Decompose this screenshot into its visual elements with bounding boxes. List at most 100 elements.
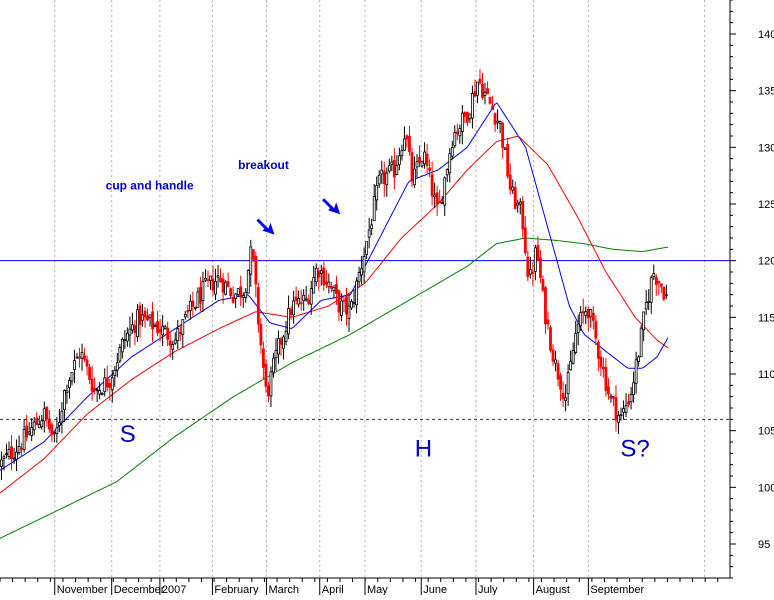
candle-body-184 [463, 112, 467, 117]
candle-body-43 [108, 383, 112, 388]
candle-body-179 [450, 147, 454, 157]
candle-body-76 [191, 300, 195, 307]
candle-body-112 [282, 336, 285, 349]
candle-body-81 [204, 277, 207, 281]
candle-body-38 [95, 389, 99, 392]
candle-body-107 [269, 371, 273, 397]
candle-body-219 [551, 349, 555, 362]
candle-body-120 [302, 294, 306, 302]
annotation-4: S? [620, 436, 649, 463]
x-month-label-10: September [590, 584, 644, 595]
candle-body-50 [125, 332, 129, 342]
candle-body-195 [491, 105, 494, 111]
candle-body-133 [335, 284, 338, 294]
candle-body-216 [544, 287, 547, 325]
candle-body-87 [219, 277, 222, 283]
candle-body-52 [131, 324, 134, 331]
candle-body-73 [183, 313, 187, 318]
candle-body-64 [161, 325, 165, 336]
candle-body-42 [105, 377, 109, 388]
candle-body-172 [433, 194, 437, 198]
candle-body-88 [221, 278, 225, 293]
candle-body-147 [370, 224, 374, 229]
candle-body-126 [317, 271, 321, 278]
candle-body-105 [264, 363, 268, 387]
candle-body-241 [607, 386, 610, 395]
candle-body-180 [453, 132, 457, 147]
candle-body-109 [274, 350, 278, 359]
candle-body-236 [594, 321, 598, 339]
candle-body-59 [148, 314, 152, 319]
candle-body-227 [571, 350, 575, 364]
candle-body-165 [415, 161, 419, 168]
candle-body-127 [319, 270, 323, 274]
candle-body-114 [287, 308, 290, 335]
candle-body-162 [408, 136, 411, 152]
candle-body-240 [604, 366, 608, 391]
candle-body-124 [312, 277, 316, 294]
candle-body-82 [206, 279, 210, 282]
candle-body-17 [42, 408, 46, 422]
candle-body-86 [216, 275, 220, 278]
candle-body-103 [259, 324, 263, 346]
candle-body-231 [581, 311, 585, 314]
candle-body-174 [438, 201, 442, 204]
candle-body-15 [37, 424, 41, 429]
candle-body-44 [110, 377, 114, 390]
x-month-label-8: July [478, 584, 498, 595]
candle-body-18 [45, 406, 49, 420]
candle-body-55 [138, 305, 142, 326]
candle-body-21 [52, 432, 56, 435]
candle-body-168 [423, 151, 426, 165]
x-month-label-9: August [536, 584, 570, 595]
y-tick-label-120: 120 [758, 256, 774, 268]
candle-body-204 [513, 187, 517, 210]
candle-body-23 [57, 422, 61, 426]
candle-body-221 [556, 363, 560, 380]
candle-body-130 [327, 281, 331, 288]
candle-body-209 [526, 256, 530, 278]
candle-body-250 [629, 394, 633, 403]
candle-body-34 [85, 359, 89, 367]
candle-body-49 [123, 339, 127, 341]
candle-body-197 [496, 120, 500, 123]
candle-body-20 [50, 424, 54, 436]
y-tick-label-140: 140 [758, 29, 774, 41]
candle-body-187 [471, 93, 474, 119]
candle-body-101 [254, 256, 258, 285]
candle-body-237 [596, 341, 600, 359]
candle-body-100 [251, 249, 255, 260]
candle-body-31 [78, 356, 81, 359]
candle-body-89 [224, 281, 228, 295]
candle-body-183 [460, 112, 464, 132]
candle-body-71 [178, 331, 182, 335]
x-month-label-0: November [57, 584, 108, 595]
candle-body-141 [355, 280, 358, 306]
candle-body-115 [289, 308, 293, 315]
candle-body-8 [20, 447, 24, 450]
candle-body-201 [506, 143, 510, 177]
candle-body-255 [642, 311, 646, 331]
candle-body-48 [120, 338, 124, 353]
candle-body-247 [622, 408, 625, 413]
candle-body-154 [387, 165, 391, 172]
candle-body-12 [30, 427, 34, 436]
candle-body-144 [362, 256, 366, 273]
candle-body-158 [397, 155, 401, 166]
candle-body-198 [498, 121, 502, 124]
candle-body-19 [47, 418, 51, 430]
candle-body-220 [554, 359, 557, 364]
candle-body-60 [151, 311, 154, 330]
candle-body-116 [292, 300, 296, 316]
candle-body-169 [425, 153, 429, 166]
candle-body-146 [367, 229, 371, 238]
y-tick-label-95: 95 [758, 539, 770, 551]
candle-body-191 [481, 83, 484, 98]
y-tick-label-125: 125 [758, 199, 774, 211]
candle-body-75 [188, 300, 192, 311]
candle-body-193 [486, 88, 489, 95]
candle-body-136 [342, 299, 346, 302]
candle-body-132 [332, 287, 336, 292]
